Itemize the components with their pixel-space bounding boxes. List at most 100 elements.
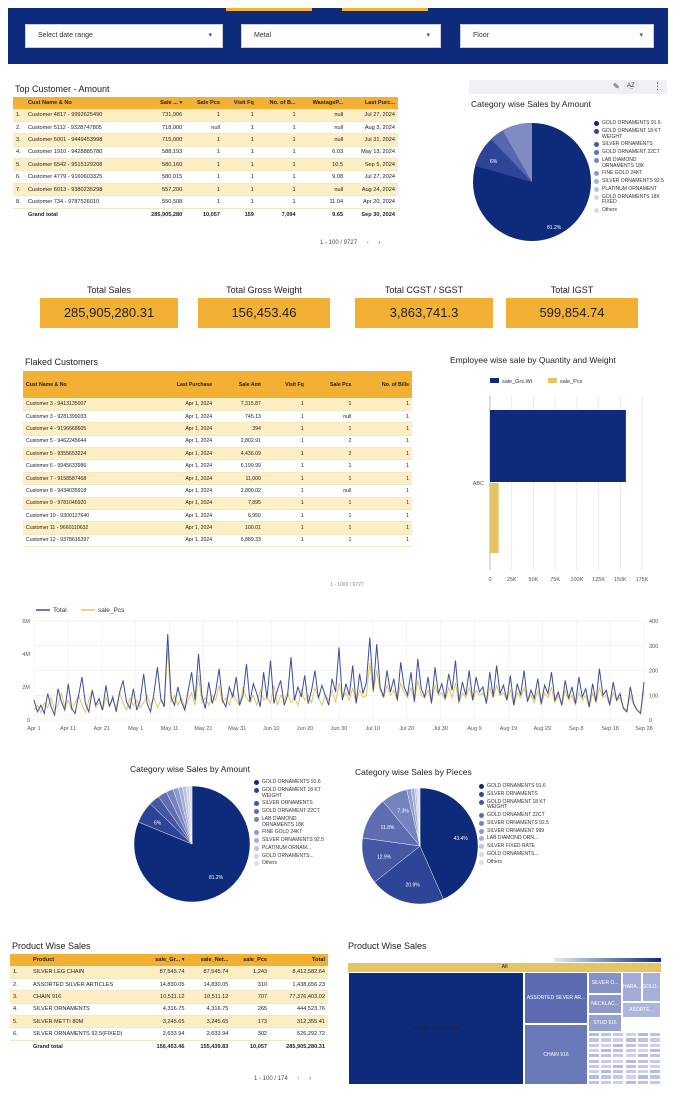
treemap-cell-small[interactable] [649,1042,661,1048]
column-header[interactable]: WastageP... [298,97,347,109]
table-row[interactable]: Customer 7 - 9158587468 Apr 1, 2024 11,000… [23,472,412,486]
treemap-cell[interactable]: NECKLAC... [588,994,622,1014]
treemap-cell-small[interactable] [624,1069,637,1075]
legend-item[interactable]: SILVER ORNAMENTS [479,791,551,798]
treemap-cell-small[interactable] [649,1053,661,1059]
treemap-cell-small[interactable] [612,1042,625,1048]
treemap-cell-small[interactable] [636,1037,649,1043]
legend-item[interactable]: FINE GOLD 24KT [254,829,326,836]
treemap-cell-small[interactable] [600,1069,613,1075]
treemap-cell-small[interactable] [624,1032,637,1038]
legend-item[interactable]: Others [479,859,551,866]
treemap-cell-small[interactable] [624,1037,637,1043]
column-header[interactable]: Visit Fq [263,371,307,398]
legend-item[interactable]: GOLD ORNAMENTS 18K FIXED [594,194,664,207]
treemap-cell-small[interactable] [624,1063,637,1070]
legend-item[interactable]: LAB DIAMOND ORN... [479,835,551,842]
table-row[interactable]: 2. Customer 5112 - 9328747805 718,000 null 1… [13,121,398,135]
table-row[interactable]: 7. Customer 6013 - 9380235298 557,200 1 1 1 nu… [13,183,398,197]
table-row[interactable]: 4. SILVER ORNAMENTS 4,316.75 4,316.75 265 444… [10,1003,328,1017]
table-row[interactable]: 4. Customer 1910 - 9428885780 588,193 1 1 1 6.… [13,146,398,160]
treemap-cell[interactable]: ASSORTED SILVER AR... [524,972,588,1024]
treemap-cell[interactable]: STUD 916 [588,1014,622,1032]
table-row[interactable]: 5. Customer 6542 - 9515129208 580,160 1 1 1 10… [13,158,398,172]
treemap-cell-small[interactable] [612,1079,625,1085]
table-row[interactable]: Customer 5 - 9355653224 Apr 1, 2024 4,436.… [23,447,412,461]
treemap-cell[interactable]: ASORTE... [622,1002,661,1018]
column-header[interactable]: sale_Gr... ▾ [142,954,188,966]
column-header[interactable]: Last Purchase [143,371,216,398]
column-header[interactable]: No. of B... [256,97,299,109]
treemap-cell-small[interactable] [636,1074,649,1080]
treemap-cell-small[interactable] [636,1063,649,1070]
treemap-cell-small[interactable] [624,1042,637,1048]
legend-item[interactable]: Others [254,860,326,867]
table-row[interactable]: Customer 3 - 9413135007 Apr 1, 2024 7,315.… [23,398,412,411]
date-range-dropdown[interactable]: Select date range ▾ [25,24,223,48]
treemap-cell-small[interactable] [649,1032,661,1038]
table-row[interactable]: 1. SILVER LEG CHAIN 87,545.74 87,545.74 1,24… [10,966,328,979]
treemap-cell[interactable]: HARA... [622,972,642,1002]
treemap-cell-small[interactable] [636,1032,649,1038]
treemap-cell-small[interactable] [600,1079,613,1085]
legend-item[interactable]: SILVER ORNAMENTS [254,800,326,807]
treemap-cell[interactable]: GOLD... [642,972,661,1002]
treemap-cell-small[interactable] [600,1032,613,1038]
legend-item[interactable]: SILVER ORNAMENT 999 [479,828,551,835]
table-row[interactable]: 6. SILVER ORNAMENTS 92.5(FIXED) 2,633.94 2,… [10,1027,328,1041]
pie-slice[interactable] [374,845,444,905]
table-row[interactable]: Customer 12 - 9378616397 Apr 1, 2024 6,889… [23,534,412,548]
column-header[interactable]: Product [30,954,142,966]
treemap-cell-small[interactable] [588,1042,600,1048]
legend-item[interactable]: GOLD ORNAMENT 22CT [479,812,551,819]
treemap-cell-small[interactable] [612,1063,625,1070]
column-header[interactable]: Sale Pcs [306,371,355,398]
table-row[interactable]: Customer 5 - 9462245644 Apr 1, 2024 2,802.… [23,435,412,449]
treemap-cell-small[interactable] [588,1037,600,1043]
treemap-cell-small[interactable] [636,1042,649,1048]
bar[interactable] [490,410,626,482]
legend-item[interactable]: LAB DIAMOND ORNAMENTS 18K [594,157,664,170]
column-header[interactable]: No. of Bills [354,371,412,398]
edit-icon[interactable]: ✎ [613,82,620,91]
table-row[interactable]: Customer 11 - 9660110632 Apr 1, 2024 100.0… [23,521,412,535]
legend-item[interactable]: PLATINUM ORNAM... [254,845,326,852]
treemap-cell-small[interactable] [612,1058,625,1064]
table-row[interactable]: Customer 10 - 9300127640 Apr 1, 2024 6,950… [23,509,412,523]
bar[interactable] [490,483,499,553]
treemap-cell-small[interactable] [588,1047,600,1054]
legend-item[interactable]: SILVER ORNAMENTS [594,141,664,148]
column-header[interactable]: Cust Name & No [23,371,143,398]
treemap-cell-small[interactable] [612,1053,625,1059]
table-row[interactable]: 3. Customer 5001 - 9449453998 715,000 1 1 1 nu… [13,133,398,147]
sort-az-icon[interactable]: A͢Z [627,83,635,89]
column-header[interactable]: Sale ... ▾ [137,97,186,109]
treemap-cell[interactable]: SILVER LEG CHAIN [348,972,524,1085]
legend-item[interactable]: GOLD ORNAMENTS 91.6 [594,120,664,127]
treemap-cell-small[interactable] [588,1032,600,1038]
legend-item[interactable]: GOLD ORNAMENT 18 KT WEIGHT [594,128,664,141]
floor-dropdown[interactable]: Floor ▾ [460,24,654,48]
treemap-cell-small[interactable] [649,1079,661,1085]
pie-slice[interactable] [418,787,421,847]
more-options-icon[interactable]: ⋮ [653,81,662,91]
treemap-cell-small[interactable] [600,1074,613,1080]
legend-item[interactable]: SILVER ORNAMENTS 92.5 [594,178,664,185]
legend-item[interactable]: SILVER ORNAMENTS 92.5 [254,837,326,844]
treemap-cell-small[interactable] [600,1037,613,1043]
table-row[interactable]: Customer 4 - 9196668605 Apr 1, 2024 394 1 1 1 [23,422,412,436]
legend-item[interactable]: SILVER FIXED RATE [479,843,551,850]
treemap-cell-small[interactable] [612,1047,625,1054]
legend-item[interactable]: GOLD ORNAMENTS 91.6 [479,783,551,790]
table-row[interactable]: Customer 6 - 9945633986 Apr 1, 2024 6,199.… [23,459,412,473]
treemap-cell-small[interactable] [612,1074,625,1080]
series-line-total[interactable] [33,634,645,717]
column-header[interactable]: sale_Net... [187,954,232,966]
pie-slice[interactable] [189,785,193,845]
treemap-cell-small[interactable] [600,1047,613,1054]
legend-item[interactable]: GOLD ORNAMENTS 91.6 [254,779,326,786]
treemap-cell-small[interactable] [624,1058,637,1064]
treemap-root[interactable]: All [348,963,661,972]
treemap-cell-small[interactable] [588,1058,600,1064]
table-row[interactable]: 6. Customer 4779 - 9160603325 580,015 1 1 1 9.… [13,170,398,184]
